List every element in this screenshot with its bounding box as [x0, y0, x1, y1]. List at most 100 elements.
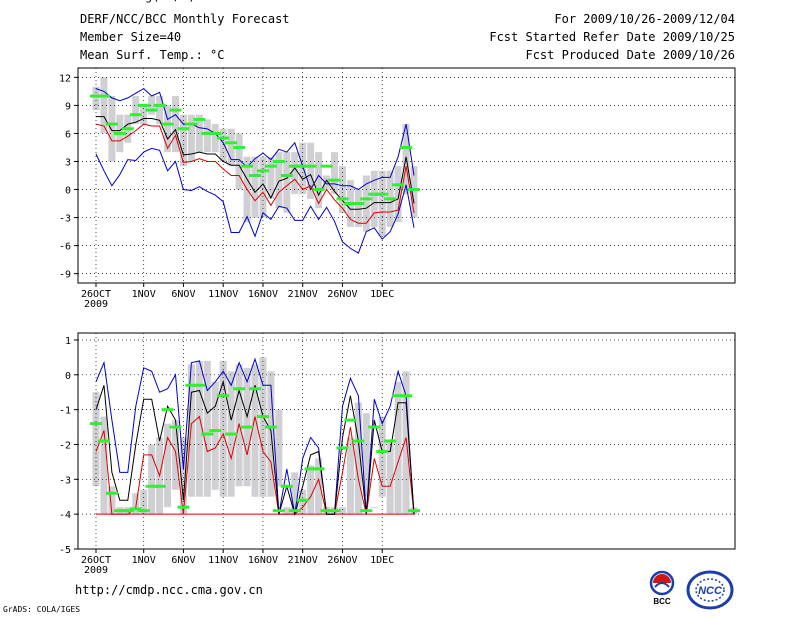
box-bar: [394, 166, 402, 223]
box-bar: [362, 175, 370, 232]
y-tick-label: 6: [65, 129, 71, 140]
box-bar: [251, 156, 259, 218]
box-bar: [346, 437, 354, 515]
x-tick-label: 21NOV: [288, 289, 318, 300]
y-tick-label: 3: [65, 157, 71, 168]
box-bar: [203, 119, 211, 153]
start-date: Fcst Started Refer Date 2009/10/25: [489, 30, 735, 44]
series-upper: [95, 357, 415, 515]
box-bar: [156, 96, 164, 125]
box-bar: [378, 170, 386, 237]
ncc-logo: NCC: [686, 570, 734, 610]
x-tick-label: 11NOV: [208, 555, 238, 566]
series-mean: [96, 116, 415, 210]
x-tick-label: 26OCT: [81, 555, 111, 566]
box-bar: [283, 152, 291, 213]
box-bar: [92, 86, 100, 111]
box-bar: [275, 409, 283, 487]
box-bar: [235, 133, 243, 190]
produced-date: Fcst Produced Date 2009/10/26: [525, 48, 735, 62]
y-tick-label: 9: [65, 101, 71, 112]
grads-credit: GrADS: COLA/IGES: [3, 605, 81, 614]
box-bar: [307, 465, 315, 515]
box-bar: [219, 360, 227, 497]
y-tick-label: -3: [59, 475, 71, 486]
y-tick-label: 1: [65, 336, 71, 347]
box-bar: [108, 96, 116, 162]
box-bar: [259, 357, 267, 497]
y-tick-label: -5: [59, 545, 71, 556]
box-bar: [148, 444, 156, 515]
box-bar: [227, 128, 235, 167]
forecast-period: For 2009/10/26-2009/12/04: [554, 12, 735, 26]
y-tick-label: 0: [65, 186, 71, 197]
box-bar: [386, 441, 394, 515]
member-size: Member Size=40: [80, 30, 182, 44]
chart-title: DERF/NCC/BCC Monthly Forecast: [80, 12, 290, 26]
y-tick-label: -2: [59, 440, 71, 451]
box-bar: [307, 142, 315, 199]
box-bar: [410, 166, 418, 218]
box-bar: [275, 152, 283, 209]
box-bar: [203, 360, 211, 497]
box-bar: [338, 507, 346, 515]
box-bar: [354, 402, 362, 515]
box-bar: [251, 364, 259, 497]
series-upper: [95, 87, 415, 191]
panel-1: -9 -6 -3 0 3 6 9 12 26OCT 1NOV 6NOV 11NOV 16NOV 21NOV…: [59, 67, 736, 310]
box-bar: [100, 416, 108, 515]
y-tick-label: -3: [59, 214, 71, 225]
box-bar: [370, 507, 378, 509]
series-lower: [95, 123, 415, 224]
ncc-logo-text: NCC: [698, 585, 723, 597]
x-tick-label: 1NOV: [132, 289, 156, 300]
plot-frame: [77, 67, 736, 284]
plot-frame: [77, 332, 736, 550]
box-bar: [267, 156, 275, 199]
box-bar: [172, 96, 179, 153]
box-bar: [354, 189, 362, 227]
box-bar: [100, 77, 108, 134]
box-bar: [283, 507, 291, 515]
box-bar: [211, 381, 219, 490]
box-bar: [195, 114, 203, 153]
box-bar: [164, 423, 172, 508]
x-tick-label: 1NOV: [132, 555, 156, 566]
box-bar: [164, 105, 172, 153]
y-tick-label: 0: [65, 371, 71, 382]
box-bar: [394, 381, 402, 515]
box-bar: [132, 96, 140, 125]
bcc-logo: BCC: [649, 570, 675, 606]
box-bar: [132, 493, 140, 515]
x-tick-label: 26NOV: [327, 555, 357, 566]
box-bar: [148, 96, 156, 115]
x-tick-label: 6NOV: [171, 555, 195, 566]
box-bar: [140, 105, 148, 125]
box-bar: [195, 360, 203, 497]
x-tick-label: 6NOV: [171, 289, 195, 300]
box-bar: [259, 156, 267, 218]
box-bar: [291, 472, 299, 515]
x-tick-label: 26OCT: [81, 289, 111, 300]
x-year-label: 2009: [84, 565, 108, 576]
box-bar: [331, 152, 338, 195]
x-tick-label: 1DEC: [370, 289, 394, 300]
y-tick-label: -6: [59, 242, 71, 253]
panel-2: Prec.: log(mm/d) -5 -4 -3 -2 -1 0 1 26OCT 1NOV 6NO…: [59, 0, 736, 576]
box-bar: [315, 458, 323, 515]
x-tick-label: 1DEC: [370, 555, 394, 566]
x-year-label: 2009: [84, 299, 108, 310]
source-url[interactable]: http://cmdp.ncc.cma.gov.cn: [75, 583, 263, 597]
y-tick-label: -1: [59, 406, 71, 417]
box-bar: [323, 175, 331, 190]
box-bar: [179, 437, 187, 515]
box-bar: [187, 364, 195, 497]
x-tick-label: 21NOV: [288, 555, 318, 566]
series-lower: [95, 415, 415, 515]
box-bar: [315, 152, 323, 209]
y-tick-label: -4: [59, 510, 71, 521]
box-bar: [402, 371, 410, 515]
bcc-logo-text: BCC: [653, 597, 671, 606]
series-mean: [95, 379, 415, 517]
